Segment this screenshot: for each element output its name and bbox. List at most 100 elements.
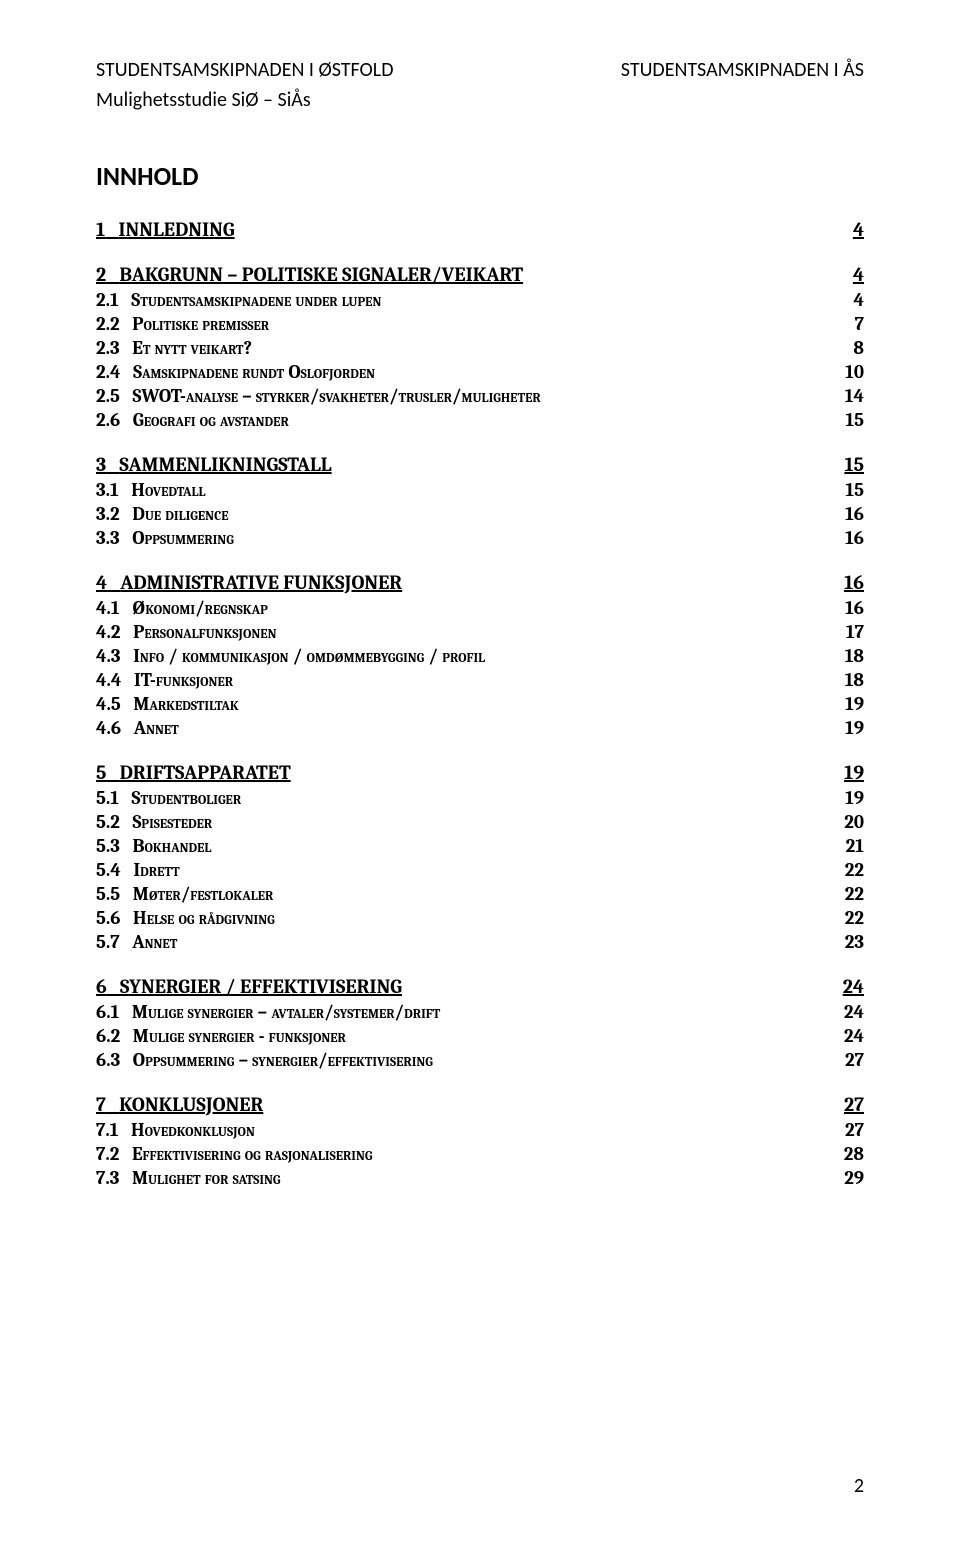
toc-subsection: 4.3 Info / kommunikasjon / omdømmebyggin… [96,645,864,667]
toc-subsection-title: Økonomi/regnskap [132,597,268,619]
toc-subsection-title: Spisesteder [132,811,212,833]
toc-page-number: 19 [845,693,864,715]
toc-subsection: 5.4 Idrett22 [96,859,864,881]
toc-subsection: 6.3 Oppsummering – synergier/effektivise… [96,1049,864,1071]
toc-subsection-label: 3.3 Oppsummering [96,527,234,549]
header-subtitle: Mulighetsstudie SiØ – SiÅs [96,88,864,112]
toc-subsection-label: 5.1 Studentboliger [96,787,241,809]
page-title: INNHOLD [96,160,864,192]
toc-subsection-number: 2.2 [96,313,120,335]
toc-subsection-label: 5.2 Spisesteder [96,811,212,833]
toc-subsection-number: 4.1 [96,597,120,619]
toc-subsection-label: 2.2 Politiske premisser [96,313,269,335]
toc-section: 4 ADMINISTRATIVE FUNKSJONER16 [96,571,864,594]
toc-subsection-number: 5.1 [96,787,119,809]
toc-subsection-title: Helse og rådgivning [133,907,275,929]
toc-subsection: 4.2 Personalfunksjonen17 [96,621,864,643]
toc-section-number: 3 [96,453,106,476]
toc-page-number: 22 [845,907,864,929]
toc-subsection-title: Annet [134,717,179,739]
toc-section-title: BAKGRUNN – POLITISKE SIGNALER/VEIKART [119,263,523,286]
toc-subsection: 5.1 Studentboliger19 [96,787,864,809]
header-left: STUDENTSAMSKIPNADEN I ØSTFOLD [96,58,394,82]
toc-subsection-label: 4.4 IT-funksjoner [96,669,233,691]
toc-subsection-number: 2.4 [96,361,121,383]
toc-page-number: 16 [845,503,864,525]
toc-subsection-title: Info / kommunikasjon / omdømmebygging / … [133,645,485,667]
toc-subsection-title: Mulighet for satsing [132,1167,281,1189]
toc-section-number: 7 [96,1093,106,1116]
header-row: STUDENTSAMSKIPNADEN I ØSTFOLD STUDENTSAM… [96,58,864,82]
toc-subsection: 4.5 Markedstiltak 19 [96,693,864,715]
toc-section-label: 2 BAKGRUNN – POLITISKE SIGNALER/VEIKART [96,263,523,286]
toc-section-number: 1 [96,218,105,241]
toc-subsection-title: Due diligence [132,503,228,525]
toc-subsection-number: 2.3 [96,337,120,359]
toc-section: 6 SYNERGIER / EFFEKTIVISERING24 [96,975,864,998]
toc-subsection-number: 3.2 [96,503,120,525]
toc-page-number: 21 [846,835,864,857]
toc-subsection-number: 6.3 [96,1049,120,1071]
toc-subsection-number: 4.6 [96,717,121,739]
toc-page-number: 8 [853,337,864,359]
toc-page-number: 16 [845,597,864,619]
toc-subsection-title: Bokhandel [132,835,211,857]
toc-subsection: 2.1 Studentsamskipnadene under lupen4 [96,289,864,311]
toc-subsection-label: 7.1 Hovedkonklusjon [96,1119,255,1141]
toc-subsection-label: 4.6 Annet [96,717,179,739]
toc-subsection-number: 5.2 [96,811,120,833]
toc-subsection: 2.3 Et nytt veikart?8 [96,337,864,359]
toc-subsection-label: 5.3 Bokhandel [96,835,211,857]
toc-subsection-label: 6.1 Mulige synergier – avtaler/systemer/… [96,1001,440,1023]
toc-subsection-label: 2.4 Samskipnadene rundt Oslofjorden [96,361,375,383]
table-of-contents: 1 INNLEDNING42 BAKGRUNN – POLITISKE SIGN… [96,218,864,1189]
toc-page-number: 27 [845,1119,864,1141]
toc-subsection-title: Markedstiltak [133,693,238,715]
toc-subsection-number: 2.6 [96,409,120,431]
toc-subsection: 2.2 Politiske premisser7 [96,313,864,335]
toc-subsection-number: 3.1 [96,479,119,501]
toc-section: 7 KONKLUSJONER 27 [96,1093,864,1116]
toc-page-number: 15 [845,409,864,431]
toc-subsection: 7.3 Mulighet for satsing 29 [96,1167,864,1189]
toc-subsection-number: 5.4 [96,859,121,881]
toc-section: 5 DRIFTSAPPARATET19 [96,761,864,784]
toc-subsection-number: 5.3 [96,835,120,857]
toc-page-number: 29 [844,1167,864,1189]
toc-subsection: 3.3 Oppsummering16 [96,527,864,549]
toc-page-number: 24 [844,1001,864,1023]
toc-page-number: 20 [844,811,864,833]
toc-subsection: 2.4 Samskipnadene rundt Oslofjorden 10 [96,361,864,383]
toc-subsection-label: 6.2 Mulige synergier - funksjoner [96,1025,346,1047]
toc-page-number: 17 [846,621,864,643]
toc-subsection-label: 4.5 Markedstiltak [96,693,239,715]
toc-section-title: KONKLUSJONER [119,1093,263,1116]
toc-subsection-title: Geografi og avstander [133,409,289,431]
toc-section-title: ADMINISTRATIVE FUNKSJONER [120,571,402,594]
toc-subsection-label: 5.6 Helse og rådgivning [96,907,275,929]
toc-section-title: SAMMENLIKNINGSTALL [119,453,331,476]
document-page: STUDENTSAMSKIPNADEN I ØSTFOLD STUDENTSAM… [0,0,960,1544]
toc-subsection-title: Effektivisering og rasjonalisering [132,1143,373,1165]
toc-page-number: 18 [845,645,864,667]
toc-subsection-label: 5.7 Annet [96,931,177,953]
toc-section-number: 2 [96,263,106,286]
toc-subsection: 3.1 Hovedtall15 [96,479,864,501]
header-right: STUDENTSAMSKIPNADEN I ÅS [621,58,864,82]
toc-subsection-label: 4.1 Økonomi/regnskap [96,597,268,619]
toc-section-number: 4 [96,571,107,594]
toc-subsection-title: Mulige synergier – avtaler/systemer/drif… [132,1001,440,1023]
toc-page-number: 27 [844,1093,864,1116]
toc-page-number: 19 [845,717,864,739]
toc-section-number: 6 [96,975,107,998]
toc-subsection: 4.1 Økonomi/regnskap 16 [96,597,864,619]
toc-page-number: 22 [845,883,864,905]
toc-subsection-number: 4.2 [96,621,121,643]
toc-page-number: 10 [845,361,864,383]
toc-subsection-title: Hovedtall [131,479,205,501]
toc-page-number: 23 [845,931,864,953]
toc-subsection-number: 7.3 [96,1167,119,1189]
toc-subsection-title: SWOT-analyse – styrker/svakheter/trusler… [132,385,540,407]
toc-subsection-title: Studentsamskipnadene under lupen [131,289,381,311]
toc-subsection: 4.4 IT-funksjoner18 [96,669,864,691]
